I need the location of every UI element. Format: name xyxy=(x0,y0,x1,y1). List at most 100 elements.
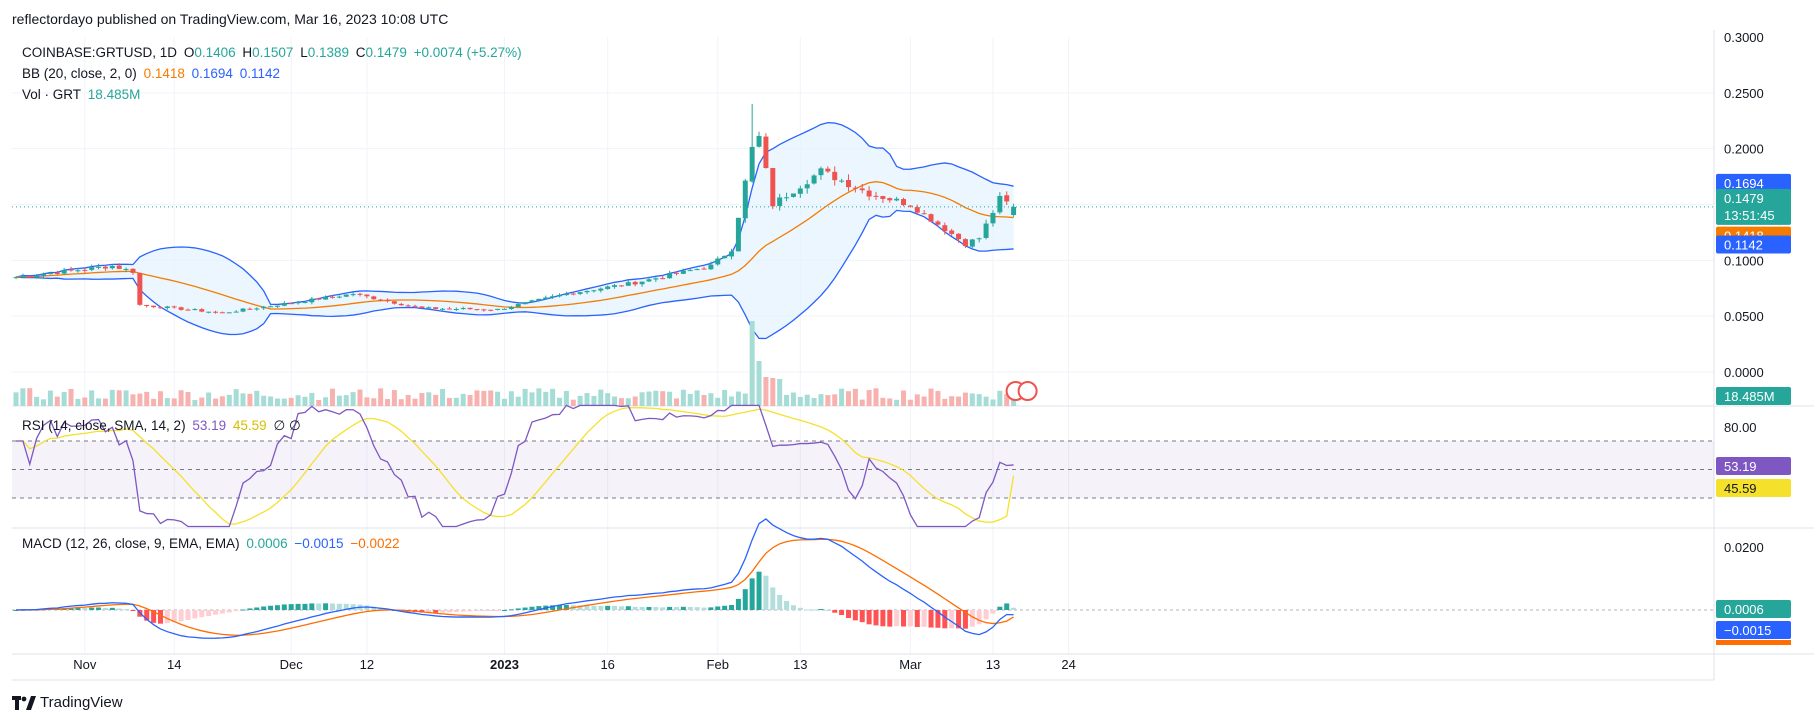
price-tick-label: 0.2000 xyxy=(1724,142,1764,157)
candle-body xyxy=(453,309,459,311)
volume-bar xyxy=(722,389,728,406)
macd-histogram-bar xyxy=(701,607,707,610)
macd-histogram-bar xyxy=(632,606,638,610)
volume-bar xyxy=(419,393,425,406)
macd-tick-label: 0.0200 xyxy=(1724,540,1764,555)
volume-bar xyxy=(281,398,287,406)
volume-bar xyxy=(997,390,1003,406)
candle-body xyxy=(467,307,473,310)
bb-legend[interactable]: BB (20, close, 2, 0) 0.1418 0.1694 0.114… xyxy=(22,66,283,81)
volume-bar xyxy=(632,396,638,406)
volume-bar xyxy=(61,392,67,406)
candle-body xyxy=(887,198,893,201)
volume-bar xyxy=(715,397,721,406)
candle-body xyxy=(660,278,666,280)
symbol-legend[interactable]: COINBASE:GRTUSD, 1D O0.1406 H0.1507 L0.1… xyxy=(22,45,525,60)
candle-body xyxy=(213,311,219,313)
volume-bar xyxy=(729,396,735,406)
macd-histogram-bar xyxy=(777,594,783,610)
macd-histogram-bar xyxy=(13,610,19,611)
macd-histogram-bar xyxy=(845,610,851,619)
rsi-ma-badge-bg xyxy=(1716,479,1791,497)
macd-histogram-bar xyxy=(495,610,501,611)
candle-body xyxy=(116,265,122,269)
candle-body xyxy=(756,135,762,147)
volume-bar xyxy=(130,394,136,406)
candle-body xyxy=(811,175,817,184)
macd-histogram-bar xyxy=(192,610,198,619)
macd-histogram-bar xyxy=(474,610,480,612)
candle-body xyxy=(268,306,274,308)
close-value: 0.1479 xyxy=(365,45,407,60)
macd-histogram-bar xyxy=(96,607,102,610)
volume-bar xyxy=(371,398,377,406)
bb-lower-badge-bg xyxy=(1716,235,1791,254)
us-flag-event-icon[interactable] xyxy=(1017,381,1038,401)
volume-bar xyxy=(777,379,783,406)
candle-body xyxy=(584,290,590,293)
bb-lower-value: 0.1142 xyxy=(239,66,280,81)
candle-body xyxy=(488,309,494,311)
candle-body xyxy=(550,296,556,298)
candle-body xyxy=(557,294,563,297)
macd-histogram-bar xyxy=(1011,607,1017,610)
volume-bar xyxy=(536,388,542,406)
price-tick-label: 0.0500 xyxy=(1724,309,1764,324)
tradingview-logo[interactable]: TradingView xyxy=(12,694,123,711)
candle-body xyxy=(598,288,604,291)
volume-legend[interactable]: Vol · GRT 18.485M xyxy=(22,87,143,102)
candle-body xyxy=(742,180,748,219)
volume-bar xyxy=(192,399,198,406)
macd-legend[interactable]: MACD (12, 26, close, 9, EMA, EMA) 0.0006… xyxy=(22,536,403,551)
time-tick-label: Dec xyxy=(280,657,304,672)
candle-body xyxy=(446,308,452,310)
candle-body xyxy=(832,171,838,181)
volume-bar xyxy=(708,393,714,406)
volume-bar xyxy=(763,377,769,406)
rsi-legend[interactable]: RSI (14, close, SMA, 14, 2) 53.19 45.59 … xyxy=(22,418,304,434)
volume-bar xyxy=(612,396,618,406)
macd-histogram-bar xyxy=(488,610,494,611)
candle-body xyxy=(687,270,693,272)
volume-bar xyxy=(233,389,239,406)
volume-bar xyxy=(226,394,232,406)
volume-bar xyxy=(969,393,975,406)
volume-bar xyxy=(89,390,95,406)
macd-histogram-bar xyxy=(832,610,838,613)
macd-pane xyxy=(12,518,1714,639)
candle-body xyxy=(27,276,33,278)
volume-bar xyxy=(605,393,611,406)
change-value: +0.0074 (+5.27%) xyxy=(413,45,522,60)
macd-histogram-bar xyxy=(770,587,776,610)
price-candles xyxy=(13,104,1017,314)
candle-body xyxy=(763,136,769,169)
price-tick-label: 0.2500 xyxy=(1724,86,1764,101)
volume-bar xyxy=(41,399,47,406)
candle-body xyxy=(997,195,1003,213)
macd-histogram-bar xyxy=(563,605,569,610)
candle-body xyxy=(825,168,831,172)
candle-body xyxy=(391,301,397,304)
volume-bar xyxy=(825,395,831,406)
macd-histogram-bar xyxy=(866,610,872,625)
macd-histogram-bar xyxy=(584,605,590,610)
volume-bar xyxy=(962,392,968,406)
bb-upper-value: 0.1694 xyxy=(191,66,233,81)
volume-bar xyxy=(316,399,322,406)
open-value: 0.1406 xyxy=(194,45,236,60)
candle-body xyxy=(866,190,872,197)
volume-bar xyxy=(901,390,907,406)
macd-line-badge-bg xyxy=(1716,621,1791,639)
candle-body xyxy=(990,212,996,224)
macd-histogram-bar xyxy=(673,607,679,610)
volume-bar xyxy=(894,399,900,406)
candle-body xyxy=(34,275,40,278)
volume-bar xyxy=(701,394,707,406)
candle-body xyxy=(288,303,294,305)
candle-body xyxy=(419,306,425,308)
macd-histogram-bar xyxy=(591,605,597,610)
macd-histogram-bar xyxy=(254,607,260,610)
macd-histogram-bar xyxy=(949,610,955,629)
macd-histogram-bar xyxy=(763,575,769,610)
candle-body xyxy=(343,294,349,297)
